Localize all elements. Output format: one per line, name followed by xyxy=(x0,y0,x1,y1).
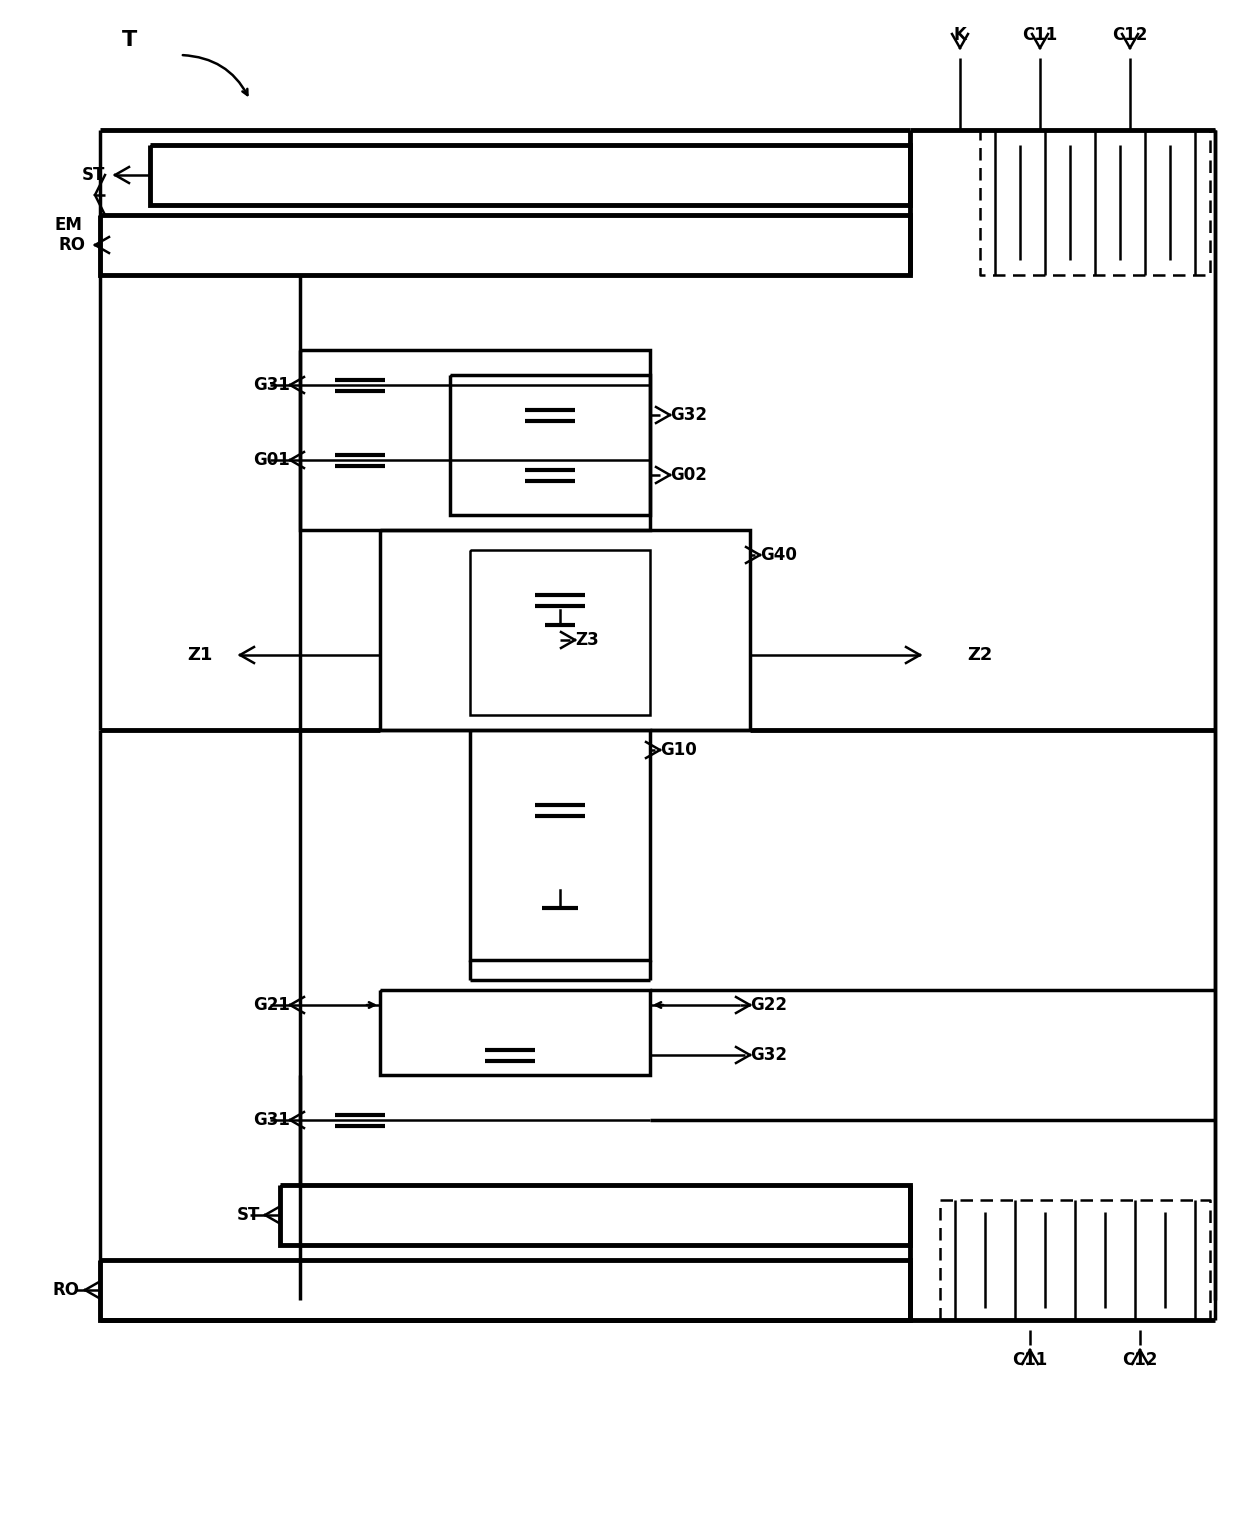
Text: C12: C12 xyxy=(1112,26,1148,45)
Text: G31: G31 xyxy=(253,376,290,395)
Text: G21: G21 xyxy=(253,995,290,1014)
Text: Z3: Z3 xyxy=(575,631,599,650)
Text: G40: G40 xyxy=(760,545,797,564)
Text: G32: G32 xyxy=(670,406,707,424)
Text: RO: RO xyxy=(53,1281,81,1299)
Text: K: K xyxy=(954,26,966,45)
Text: C12: C12 xyxy=(1122,1352,1158,1369)
Text: ST: ST xyxy=(82,166,105,184)
Text: C11: C11 xyxy=(1012,1352,1048,1369)
Text: G01: G01 xyxy=(253,452,290,468)
Text: G10: G10 xyxy=(660,740,697,759)
Text: T: T xyxy=(123,31,138,51)
Text: G32: G32 xyxy=(750,1046,787,1064)
Text: G31: G31 xyxy=(253,1111,290,1129)
Text: G22: G22 xyxy=(750,995,787,1014)
Text: Z1: Z1 xyxy=(187,647,213,664)
Text: ST: ST xyxy=(237,1206,260,1224)
Text: C11: C11 xyxy=(1022,26,1058,45)
Text: RO: RO xyxy=(58,237,86,253)
Text: EM: EM xyxy=(55,217,83,233)
Text: Z2: Z2 xyxy=(967,647,993,664)
Text: G02: G02 xyxy=(670,465,707,484)
